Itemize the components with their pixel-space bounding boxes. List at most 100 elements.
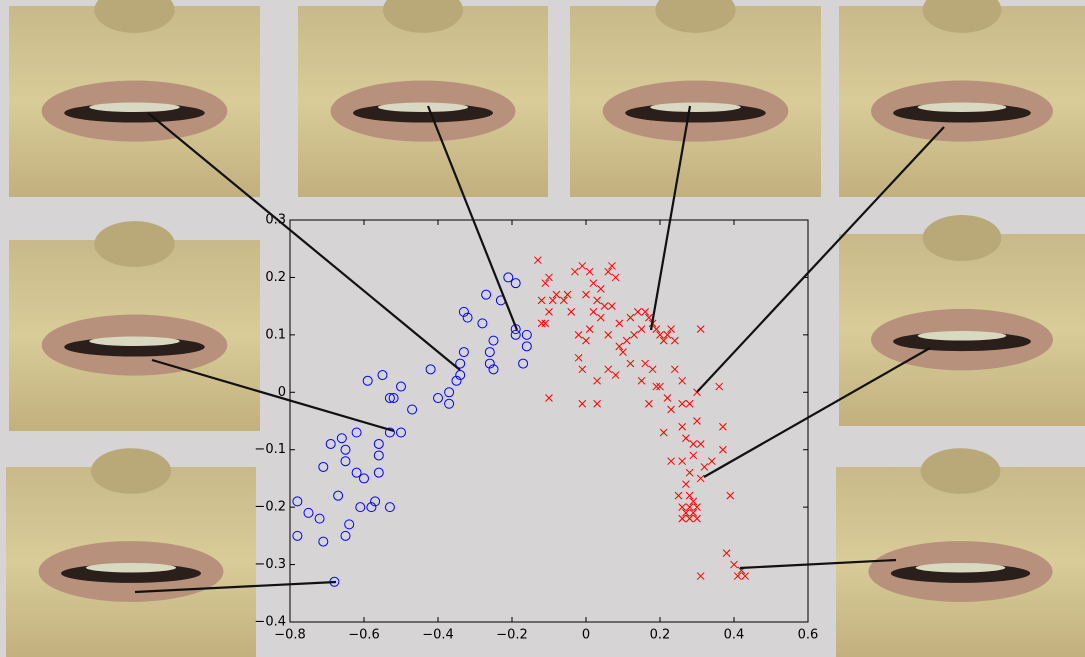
cross-point (585, 325, 594, 333)
cross-point (719, 445, 727, 454)
y-tick-label: −0.3 (254, 557, 286, 572)
cross-point (667, 405, 675, 414)
cross-point (685, 399, 694, 408)
teeth (89, 336, 180, 347)
cross-point (541, 319, 550, 328)
connector (151, 358, 395, 433)
y-tick-label: −0.2 (254, 500, 286, 515)
circle-point (373, 438, 384, 449)
cross-point (696, 572, 705, 580)
cross-point (574, 353, 583, 362)
y-tick-label: 0 (278, 385, 286, 400)
cross-point (604, 267, 613, 276)
circle-point (521, 341, 532, 352)
circle-point (518, 358, 529, 369)
cross-point (582, 290, 590, 299)
cross-point (682, 480, 690, 489)
circle-point (425, 364, 436, 375)
cross-point (585, 267, 594, 276)
connector (134, 580, 337, 594)
cross-point (600, 302, 609, 310)
circle-point (384, 502, 395, 513)
connector (147, 112, 461, 371)
cross-point (652, 382, 661, 391)
cross-point (593, 399, 601, 408)
cross-point (578, 365, 587, 374)
circle-point (359, 473, 369, 484)
cross-point (733, 572, 742, 580)
cross-point (707, 457, 716, 466)
circle-point (455, 358, 466, 369)
cross-point (663, 394, 672, 402)
teeth (917, 102, 1007, 113)
mouth-photo (9, 221, 260, 431)
teeth (89, 102, 180, 113)
cross-point (541, 279, 550, 288)
mouth-photo (6, 448, 256, 657)
teeth (86, 562, 176, 573)
x-tick-label: −0.4 (422, 628, 454, 643)
nose (383, 0, 463, 33)
circle-point (510, 329, 521, 340)
nose (94, 0, 175, 33)
circle-point (396, 381, 406, 392)
cross-point (678, 457, 687, 466)
cross-point (545, 394, 553, 402)
cross-point (596, 313, 605, 322)
nose (655, 0, 736, 33)
cross-point (656, 331, 664, 339)
cross-point (645, 399, 653, 408)
cross-point (608, 262, 616, 270)
cross-point (696, 440, 705, 448)
cross-point (589, 279, 598, 288)
cross-point (656, 382, 664, 391)
circle-point (503, 272, 514, 283)
circle-point (388, 393, 399, 404)
x-tick-label: 0 (582, 628, 590, 643)
cross-point (626, 313, 635, 322)
circle-point (373, 467, 384, 478)
data-marks (292, 256, 749, 587)
circle-point (340, 530, 351, 541)
x-tick-label: 0.6 (798, 628, 819, 643)
mouth-photo (9, 0, 260, 197)
cross-point (663, 331, 672, 339)
circle-point (481, 289, 492, 300)
circle-point (484, 358, 495, 369)
cross-point (685, 468, 694, 477)
teeth (650, 102, 741, 113)
circle-point (477, 318, 488, 329)
cross-point (578, 262, 587, 270)
circle-point (318, 461, 329, 472)
circle-point (362, 375, 373, 386)
mouth-photo (298, 0, 548, 197)
cross-point (611, 371, 620, 379)
cross-point (619, 348, 627, 356)
cross-point (693, 417, 701, 425)
cross-point (685, 503, 694, 511)
cross-point (615, 342, 624, 351)
cross-point (633, 308, 642, 316)
cross-point (659, 336, 668, 345)
y-tick-label: −0.4 (254, 615, 286, 630)
circle-point (488, 335, 499, 346)
nose (920, 448, 1001, 494)
cross-point (582, 336, 590, 345)
cross-point (678, 503, 687, 511)
cross-point (630, 331, 638, 339)
cross-point (670, 365, 679, 374)
cross-point (719, 422, 727, 431)
cross-point (615, 319, 624, 328)
cross-point (593, 296, 601, 305)
cross-point (537, 296, 546, 305)
circle-point (292, 530, 303, 541)
cross-point (678, 399, 687, 408)
circle-point (510, 278, 521, 289)
connector (703, 347, 931, 478)
circle-point (344, 519, 355, 530)
circle-point (333, 490, 344, 501)
circle-point (521, 329, 532, 340)
cross-point (678, 376, 687, 385)
